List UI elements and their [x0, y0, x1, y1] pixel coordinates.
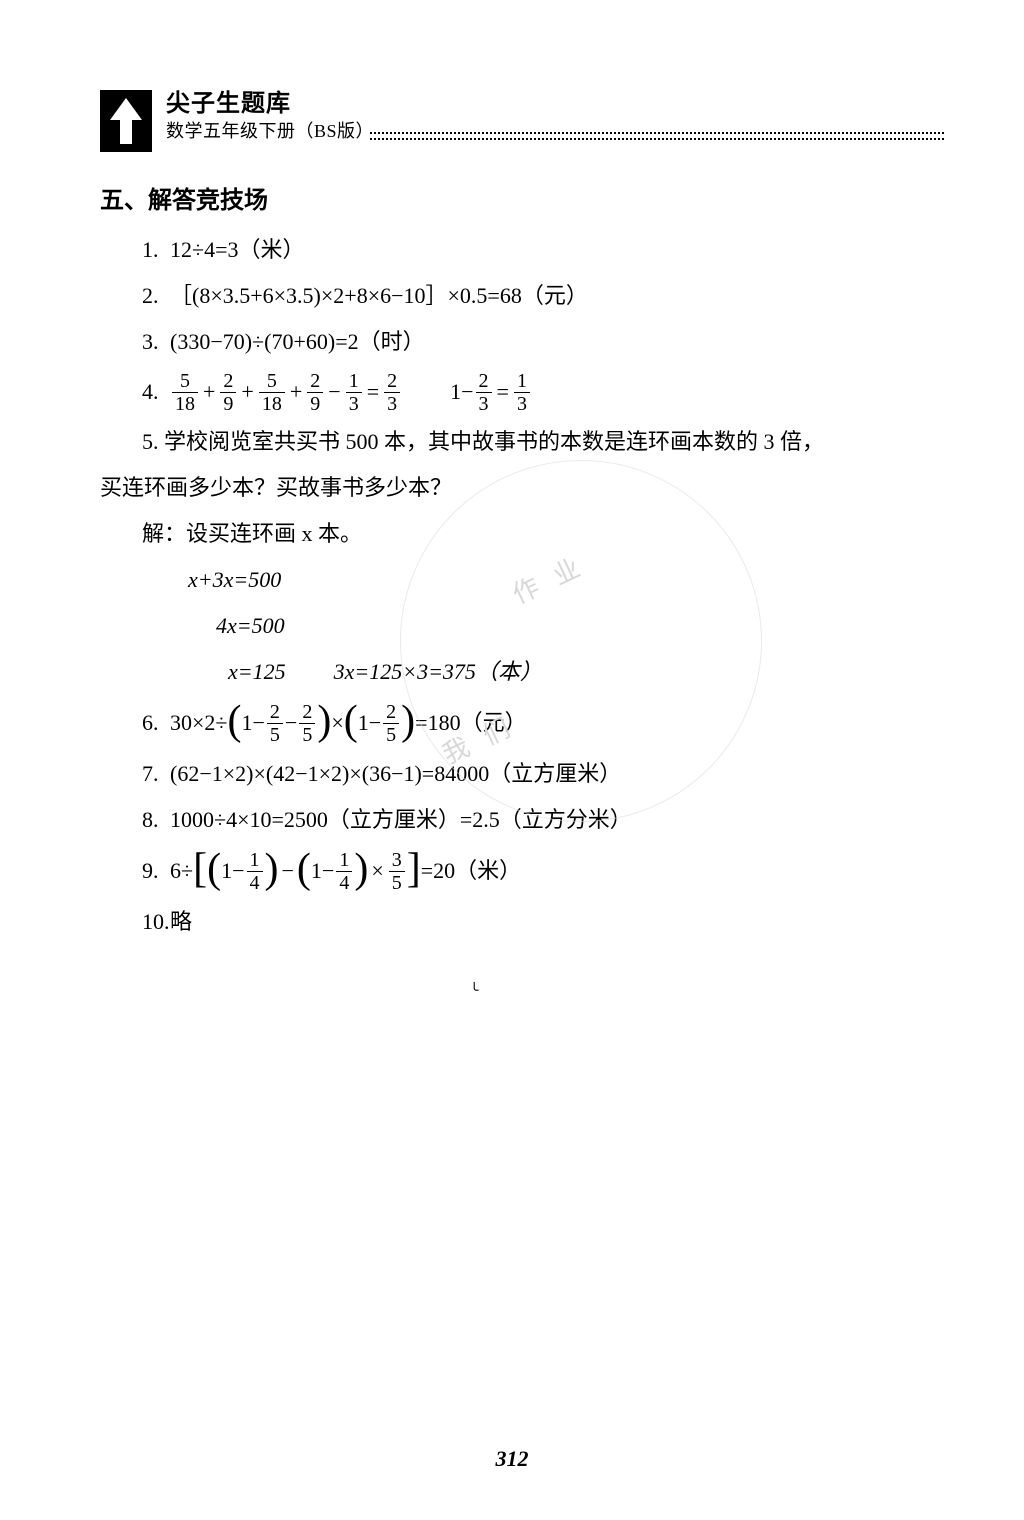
q3-num: 3.	[142, 319, 170, 365]
plus-icon: +	[290, 369, 302, 415]
q4-f1: 518	[172, 371, 198, 414]
header-rule	[370, 132, 944, 134]
equals-icon: =	[497, 369, 509, 415]
q9-one2: 1−	[311, 848, 334, 894]
q3: 3. (330−70)÷(70+60)=2（时）	[142, 319, 944, 365]
page-number: 312	[0, 1446, 1024, 1472]
q5-eq2: 4x=500	[216, 603, 944, 649]
q4-f5: 13	[346, 371, 362, 414]
q7-expr: (62−1×2)×(42−1×2)×(36−1)=84000（立方厘米）	[170, 751, 621, 797]
header-titles: 尖子生题库 数学五年级下册（BS版）	[166, 90, 374, 142]
q2: 2. ［(8×3.5+6×3.5)×2+8×6−10］×0.5=68（元）	[142, 273, 944, 319]
rparen-icon: )	[354, 848, 368, 890]
q7: 7. (62−1×2)×(42−1×2)×(36−1)=84000（立方厘米）	[142, 751, 944, 797]
q6-f2: 25	[299, 702, 315, 745]
q9-one1: 1−	[221, 848, 244, 894]
q6-f1: 25	[267, 702, 283, 745]
tick-mark: ╰	[470, 983, 478, 1000]
q5-eq1: x+3x=500	[188, 557, 944, 603]
minus-icon: −	[328, 369, 340, 415]
q9-f3: 35	[389, 850, 405, 893]
q5-line3: 解：设买连环画 x 本。	[142, 511, 944, 557]
q6-pre: 30×2÷	[170, 700, 227, 746]
book-title: 数学五年级下册（BS版）	[166, 120, 374, 142]
lparen-icon: (	[344, 700, 358, 742]
q6-post: =180（元）	[415, 700, 526, 746]
q10: 10. 略	[142, 899, 944, 945]
q9-pre: 6÷	[170, 848, 193, 894]
lparen-icon: (	[207, 848, 221, 890]
q4-f2: 29	[220, 371, 236, 414]
q9-num: 9.	[142, 848, 170, 894]
q5-line1: 5. 学校阅览室共买书 500 本，其中故事书的本数是连环画本数的 3 倍，	[100, 419, 944, 465]
q4-s1: 1−	[450, 369, 473, 415]
q9-f2: 14	[336, 850, 352, 893]
q6-a: 1−	[241, 700, 264, 746]
q6-f3: 25	[383, 702, 399, 745]
q4-num: 4.	[142, 369, 170, 415]
q5-eq3: x=125 3x=125×3=375（本）	[228, 649, 944, 695]
q9-f1: 14	[247, 850, 263, 893]
q7-num: 7.	[142, 751, 170, 797]
q6-mid1: −	[285, 700, 297, 746]
q2-num: 2.	[142, 273, 170, 319]
header-rule-2	[370, 138, 944, 140]
content: 1. 12÷4=3（米） 2. ［(8×3.5+6×3.5)×2+8×6−10］…	[100, 227, 944, 945]
q1: 1. 12÷4=3（米）	[142, 227, 944, 273]
q5g: 3x=125×3=375（本）	[334, 649, 542, 695]
arrow-icon	[100, 90, 152, 152]
lparen-icon: (	[297, 848, 311, 890]
section-title: 五、解答竞技场	[100, 180, 944, 215]
q4-r1: 23	[384, 371, 400, 414]
q8: 8. 1000÷4×10=2500（立方厘米）=2.5（立方分米）	[142, 797, 944, 843]
rparen-icon: )	[401, 700, 415, 742]
q6-num: 6.	[142, 700, 170, 746]
page: 尖子生题库 数学五年级下册（BS版） 五、解答竞技场 1. 12÷4=3（米） …	[0, 0, 1024, 1520]
rbracket-icon: ]	[407, 848, 421, 890]
q5-line2: 买连环画多少本？买故事书多少本？	[100, 465, 944, 511]
q9: 9. 6÷ [ ( 1− 14 ) − ( 1− 14 ) × 35 ] =20…	[142, 843, 944, 899]
q6: 6. 30×2÷ ( 1− 25 − 25 ) × ( 1− 25 ) =180…	[142, 695, 944, 751]
rparen-icon: )	[317, 700, 331, 742]
q4-f4: 29	[307, 371, 323, 414]
q8-expr: 1000÷4×10=2500（立方厘米）=2.5（立方分米）	[170, 797, 632, 843]
q4-s3: 13	[514, 371, 530, 414]
plus-icon: +	[203, 369, 215, 415]
q9-post: =20（米）	[421, 848, 521, 894]
q10-num: 10.	[142, 899, 170, 945]
lparen-icon: (	[227, 700, 241, 742]
q5f: x=125	[228, 649, 286, 695]
q3-expr: (330−70)÷(70+60)=2（时）	[170, 319, 425, 365]
series-title: 尖子生题库	[166, 90, 374, 118]
equals-icon: =	[367, 369, 379, 415]
lbracket-icon: [	[193, 848, 207, 890]
q2-expr: ［(8×3.5+6×3.5)×2+8×6−10］×0.5=68（元）	[170, 273, 588, 319]
q4: 4. 518 + 29 + 518 + 29 − 13 = 23 1− 23 =…	[142, 365, 944, 419]
q6-mid2: ×	[331, 700, 343, 746]
q10-expr: 略	[170, 899, 192, 945]
q4-s2: 23	[476, 371, 492, 414]
q4-f3: 518	[259, 371, 285, 414]
rparen-icon: )	[265, 848, 279, 890]
q6-b: 1−	[358, 700, 381, 746]
q8-num: 8.	[142, 797, 170, 843]
times-icon: ×	[371, 848, 383, 894]
q1-num: 1.	[142, 227, 170, 273]
plus-icon: +	[241, 369, 253, 415]
page-header: 尖子生题库 数学五年级下册（BS版）	[100, 90, 944, 160]
q1-expr: 12÷4=3（米）	[170, 227, 304, 273]
minus-icon: −	[282, 848, 294, 894]
